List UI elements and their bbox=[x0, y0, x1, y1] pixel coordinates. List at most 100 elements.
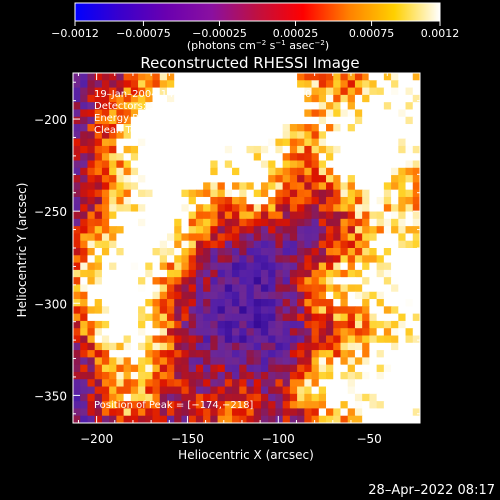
heatmap-cell bbox=[166, 145, 175, 154]
heatmap-cell bbox=[304, 153, 313, 162]
heatmap-cell bbox=[304, 364, 313, 373]
heatmap-cell bbox=[109, 262, 117, 271]
heatmap-cell bbox=[268, 87, 277, 96]
heatmap-cell bbox=[275, 328, 284, 337]
heatmap-cell bbox=[362, 87, 370, 96]
heatmap-cell bbox=[217, 160, 226, 169]
heatmap-cell bbox=[333, 255, 342, 264]
heatmap-cell bbox=[203, 371, 211, 380]
heatmap-cell bbox=[391, 335, 399, 344]
heatmap-cell bbox=[94, 350, 103, 358]
heatmap-cell bbox=[311, 335, 320, 344]
heatmap-cell bbox=[152, 415, 161, 423]
heatmap-cell bbox=[369, 204, 378, 213]
heatmap-cell bbox=[210, 386, 219, 395]
heatmap-cell bbox=[181, 342, 190, 351]
heatmap-cell bbox=[246, 167, 255, 176]
heatmap-cell bbox=[203, 160, 211, 169]
heatmap-cell bbox=[362, 379, 370, 388]
heatmap-cell bbox=[181, 248, 190, 256]
heatmap-cell bbox=[232, 335, 240, 344]
heatmap-cell bbox=[340, 124, 349, 132]
heatmap-cell bbox=[376, 269, 385, 278]
heatmap-cell bbox=[123, 262, 132, 271]
heatmap-cell bbox=[326, 182, 334, 191]
heatmap-cell bbox=[101, 131, 110, 140]
heatmap-cell bbox=[166, 364, 175, 373]
heatmap-cell bbox=[289, 233, 298, 242]
heatmap-cell bbox=[166, 175, 175, 183]
heatmap-cell bbox=[203, 80, 211, 89]
heatmap-cell bbox=[275, 109, 284, 118]
heatmap-cell bbox=[398, 102, 407, 111]
heatmap-cell bbox=[260, 167, 269, 176]
heatmap-cell bbox=[80, 240, 89, 249]
heatmap-cell bbox=[333, 211, 342, 220]
heatmap-cell bbox=[195, 393, 204, 402]
heatmap-cell bbox=[289, 160, 298, 169]
heatmap-cell bbox=[246, 335, 255, 344]
heatmap-cell bbox=[369, 124, 378, 132]
heatmap-cell bbox=[369, 371, 378, 380]
heatmap-cell bbox=[116, 153, 125, 162]
heatmap-cell bbox=[311, 138, 320, 147]
heatmap-cell bbox=[340, 138, 349, 147]
heatmap-cell bbox=[123, 138, 132, 147]
heatmap-cell bbox=[239, 320, 248, 329]
heatmap-cell bbox=[188, 94, 197, 103]
heatmap-cell bbox=[304, 182, 313, 191]
heatmap-cell bbox=[73, 335, 81, 344]
heatmap-cell bbox=[195, 218, 204, 227]
heatmap-cell bbox=[391, 218, 399, 227]
heatmap-cell bbox=[80, 313, 89, 322]
heatmap-cell bbox=[318, 269, 327, 278]
x-tick-label: −150 bbox=[171, 432, 204, 446]
colorbar-tick-label: −0.0012 bbox=[51, 27, 99, 40]
heatmap-cell bbox=[246, 145, 255, 154]
heatmap-cell bbox=[412, 408, 420, 417]
heatmap-cell bbox=[123, 379, 132, 388]
heatmap-cell bbox=[405, 357, 414, 366]
heatmap-cell bbox=[268, 218, 277, 227]
heatmap-cell bbox=[166, 379, 175, 388]
heatmap-cell bbox=[412, 102, 420, 111]
heatmap-cell bbox=[232, 357, 240, 366]
heatmap-cell bbox=[159, 313, 168, 322]
heatmap-cell bbox=[376, 116, 385, 125]
heatmap-cell bbox=[304, 102, 313, 111]
heatmap-cell bbox=[405, 226, 414, 235]
heatmap-cell bbox=[391, 233, 399, 242]
heatmap-cell bbox=[232, 226, 240, 235]
heatmap-cell bbox=[376, 218, 385, 227]
heatmap-cell bbox=[195, 182, 204, 191]
heatmap-cell bbox=[347, 379, 356, 388]
heatmap-cell bbox=[87, 109, 96, 118]
heatmap-cell bbox=[130, 189, 139, 198]
heatmap-cell bbox=[116, 357, 125, 366]
heatmap-cell bbox=[383, 328, 392, 337]
heatmap-cell bbox=[217, 299, 226, 307]
heatmap-cell bbox=[203, 87, 211, 96]
heatmap-cell bbox=[94, 306, 103, 315]
heatmap-cell bbox=[297, 328, 305, 337]
heatmap-cell bbox=[239, 364, 248, 373]
heatmap-cell bbox=[145, 226, 154, 235]
heatmap-cell bbox=[159, 204, 168, 213]
heatmap-cell bbox=[94, 277, 103, 286]
heatmap-cell bbox=[73, 262, 81, 271]
heatmap-cell bbox=[224, 248, 233, 256]
heatmap-cell bbox=[94, 145, 103, 154]
heatmap-cell bbox=[116, 196, 125, 205]
heatmap-cell bbox=[138, 277, 146, 286]
heatmap-cell bbox=[376, 73, 385, 81]
heatmap-cell bbox=[116, 269, 125, 278]
heatmap-cell bbox=[138, 211, 146, 220]
heatmap-cell bbox=[289, 189, 298, 198]
heatmap-cell bbox=[311, 233, 320, 242]
heatmap-cell bbox=[73, 313, 81, 322]
heatmap-cell bbox=[203, 102, 211, 111]
heatmap-cell bbox=[87, 153, 96, 162]
heatmap-cell bbox=[362, 248, 370, 256]
heatmap-cell bbox=[174, 182, 183, 191]
heatmap-cell bbox=[282, 87, 291, 96]
